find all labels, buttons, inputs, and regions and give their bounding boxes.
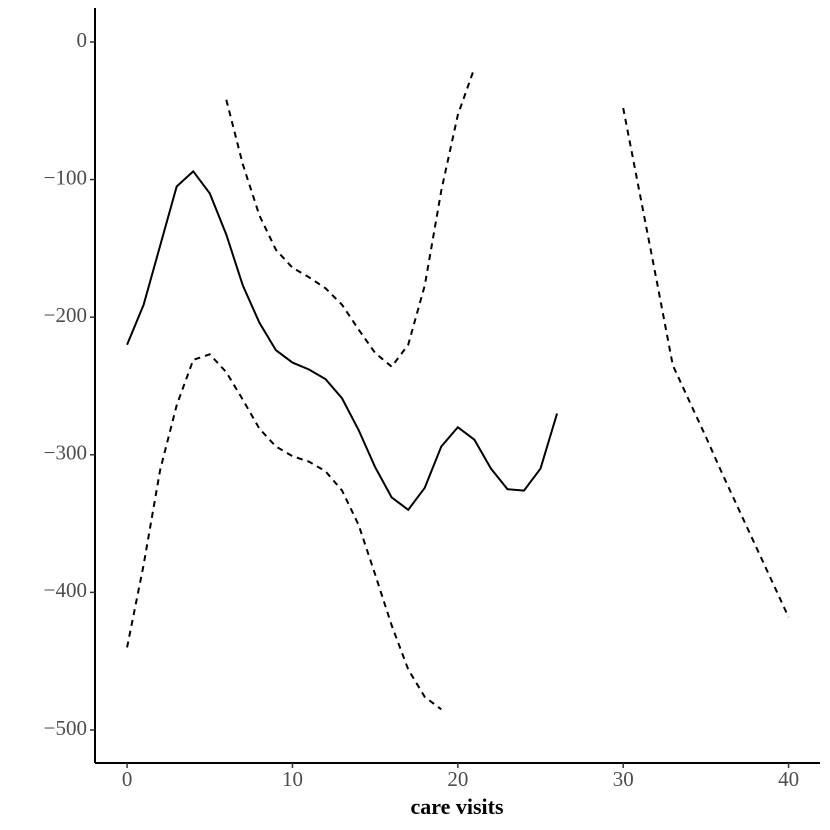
x-tick-label: 20 [447, 767, 468, 791]
y-tick-label: −100 [44, 165, 87, 189]
x-axis-title: care visits [410, 794, 504, 819]
x-tick-label: 40 [778, 767, 799, 791]
series-line [126, 169, 559, 512]
y-tick-label: 0 [77, 28, 88, 52]
series-line [126, 353, 442, 711]
series-line [225, 67, 790, 618]
y-tick-label: −500 [44, 716, 87, 740]
y-tick-label: −300 [44, 441, 87, 465]
x-tick-label: 30 [613, 767, 634, 791]
x-tick-label: 10 [282, 767, 303, 791]
y-tick-label: −400 [44, 578, 87, 602]
y-tick-label: −200 [44, 303, 87, 327]
x-tick-label: 0 [122, 767, 133, 791]
